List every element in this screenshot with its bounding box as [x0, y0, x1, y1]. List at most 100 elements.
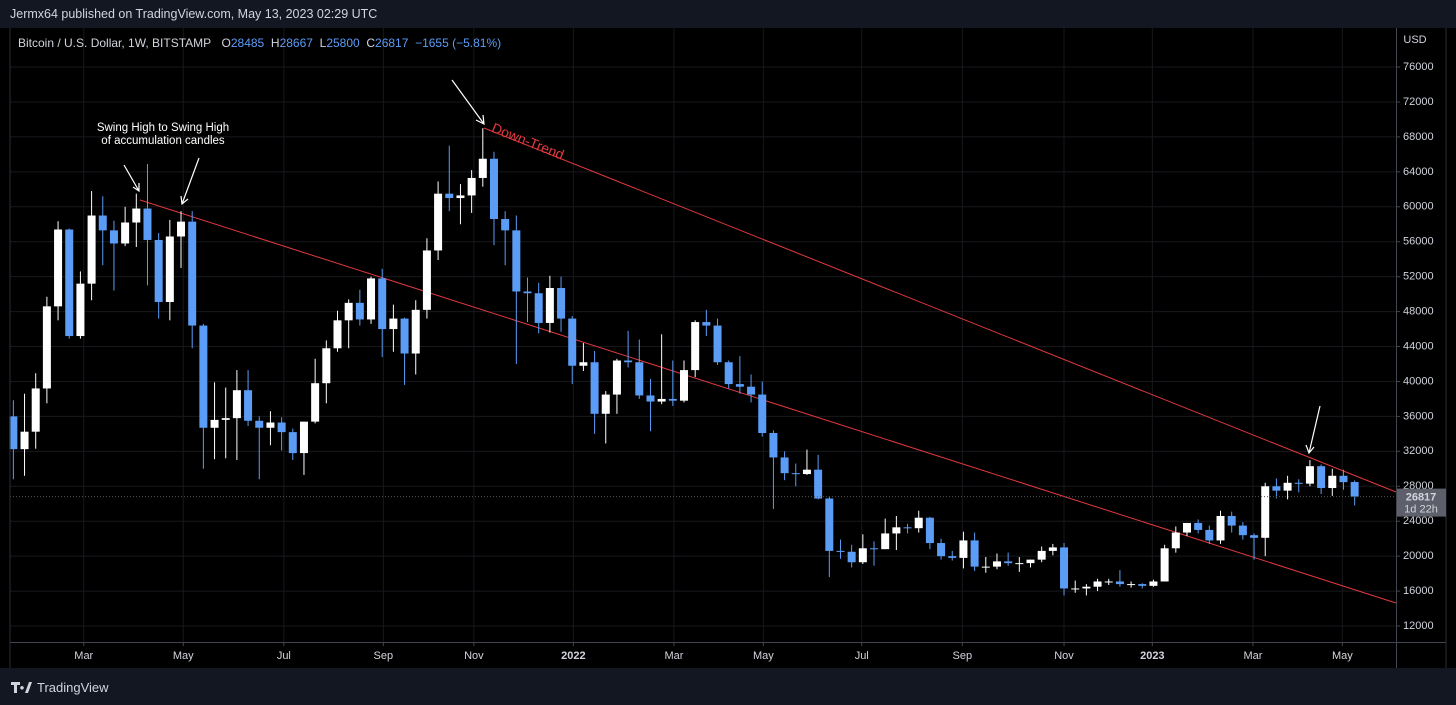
candle-body	[221, 418, 230, 420]
candle-body	[545, 288, 554, 323]
candle-body	[1004, 561, 1013, 564]
candle-body	[881, 533, 890, 550]
candle-body	[109, 230, 118, 244]
candle-body	[1205, 529, 1214, 541]
candle-body	[1138, 584, 1147, 586]
candle-body	[1037, 550, 1046, 560]
legend-key: C	[366, 36, 376, 50]
candle-body	[232, 390, 241, 419]
annotation-line: of accumulation candles	[101, 135, 225, 147]
arrow	[1305, 405, 1321, 455]
x-tick-label: May	[173, 650, 194, 662]
candle-body	[54, 229, 63, 307]
candle-body	[512, 230, 521, 292]
candles	[9, 128, 1396, 596]
x-tick-label: Jul	[855, 650, 869, 662]
candle-body	[557, 288, 566, 319]
candle-body	[501, 219, 510, 231]
candle-body	[389, 318, 398, 330]
candle-body	[713, 325, 722, 363]
top-bar	[0, 0, 1456, 28]
symbol: Bitcoin / U.S. Dollar, 1W, BITSTAMP	[18, 36, 212, 50]
candle-body	[970, 540, 979, 567]
candle-body	[769, 432, 778, 458]
candle-body	[65, 229, 74, 337]
candle-body	[679, 370, 688, 401]
candle-body	[791, 473, 800, 475]
legend-value: 28667	[279, 36, 313, 50]
candle-body	[925, 517, 934, 544]
candle-body	[42, 306, 51, 389]
candle-body	[456, 195, 465, 199]
y-tick-label: 24000	[1403, 515, 1434, 527]
legend-key: H	[270, 36, 280, 50]
candle-body	[914, 517, 923, 529]
candle-body	[802, 469, 811, 475]
candle-body	[948, 556, 957, 558]
candle-body	[858, 548, 867, 563]
arrow	[451, 79, 485, 126]
candle-body	[1104, 581, 1113, 583]
candle-body	[333, 320, 342, 349]
candle-body	[322, 348, 331, 384]
candle-body	[959, 540, 968, 558]
candle-body	[724, 362, 733, 385]
candle-body	[691, 322, 700, 371]
y-tick-label: 76000	[1403, 61, 1434, 73]
last-price-box	[1397, 488, 1446, 517]
candle-body	[165, 236, 174, 302]
candle-body	[76, 283, 85, 337]
candle-body	[31, 388, 40, 432]
candle-body	[1026, 559, 1035, 564]
candle-body	[367, 278, 376, 320]
candle-body	[266, 422, 275, 428]
candle-body	[445, 193, 454, 199]
candle-body	[422, 250, 431, 310]
x-tick-label: 2022	[561, 650, 585, 662]
y-tick-label: 32000	[1403, 445, 1434, 457]
candle-body	[132, 208, 141, 223]
candle-body	[1194, 522, 1203, 530]
legend-value: 28485	[230, 36, 265, 50]
candle-body	[434, 193, 443, 251]
x-tick-label: Sep	[953, 650, 973, 662]
candle-body	[747, 386, 756, 395]
candle-body	[288, 432, 297, 454]
y-tick-label: 12000	[1403, 620, 1434, 632]
annotation-line: Swing High to Swing High	[96, 122, 230, 134]
candle-body	[1238, 525, 1247, 536]
candle-body	[1171, 532, 1180, 549]
candle-body	[154, 239, 163, 302]
candle-body	[121, 222, 130, 244]
x-tick-label: Sep	[374, 650, 394, 662]
y-tick-label: 60000	[1403, 201, 1434, 213]
candle-body	[411, 309, 420, 354]
candle-body	[590, 362, 599, 414]
candle-body	[1060, 547, 1069, 589]
legend-change: −1655 (−5.81%)	[415, 36, 502, 50]
currency-label: USD	[1403, 34, 1426, 46]
candle-body	[1283, 482, 1292, 491]
y-tick-label: 48000	[1403, 305, 1434, 317]
x-tick-label: Mar	[74, 650, 93, 662]
candle-body	[143, 208, 152, 240]
candle-body	[668, 398, 677, 401]
candle-body	[20, 431, 29, 450]
candle-body	[98, 215, 107, 231]
arrow	[123, 164, 140, 193]
legend-key: L	[319, 36, 327, 50]
candle-body	[177, 221, 186, 237]
axes: 1200016000200002400028000320003600040000…	[74, 61, 1446, 662]
candle-body	[646, 395, 655, 402]
x-tick-label: Mar	[1243, 650, 1262, 662]
candle-body	[9, 416, 18, 450]
candle-body	[1048, 547, 1057, 551]
candle-body	[355, 302, 364, 320]
y-tick-label: 64000	[1403, 166, 1434, 178]
y-tick-label: 44000	[1403, 340, 1434, 352]
x-tick-label: May	[753, 650, 774, 662]
candle-body	[825, 498, 834, 551]
legend: Bitcoin / U.S. Dollar, 1W, BITSTAMP O284…	[18, 36, 501, 50]
